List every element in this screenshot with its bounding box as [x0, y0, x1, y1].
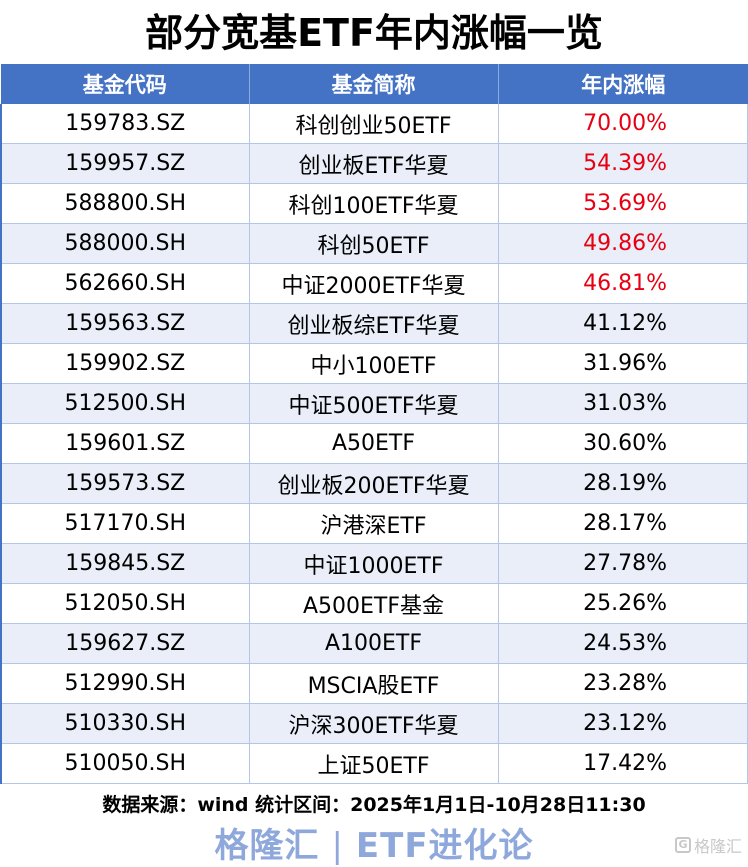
fund-name: 创业板ETF华夏: [249, 143, 499, 184]
fund-name: 中小100ETF: [249, 343, 499, 384]
fund-code: 510050.SH: [0, 743, 250, 784]
fund-name: 创业板综ETF华夏: [249, 303, 499, 344]
fund-code: 159957.SZ: [0, 143, 250, 184]
page-title: 部分宽基ETF年内涨幅一览: [145, 11, 603, 55]
table-row: 512500.SH 中证500ETF华夏 31.03%: [0, 383, 748, 424]
table-row: 510330.SH 沪深300ETF华夏 23.12%: [0, 703, 748, 744]
fund-name: MSCIA股ETF: [249, 663, 499, 704]
table-row: 159957.SZ 创业板ETF华夏 54.39%: [0, 143, 748, 184]
fund-code: 512990.SH: [0, 663, 250, 704]
ytd-return: 70.00%: [498, 104, 748, 144]
fund-code: 517170.SH: [0, 503, 250, 544]
watermark: G 格隆汇: [674, 833, 742, 857]
watermark-text: 格隆汇: [693, 837, 742, 856]
ytd-return: 31.96%: [498, 343, 748, 384]
ytd-return: 46.81%: [498, 263, 748, 304]
table-row: 159783.SZ 科创创业50ETF 70.00%: [0, 104, 748, 144]
fund-code: 159783.SZ: [0, 104, 250, 144]
header-fund-code: 基金代码: [1, 64, 250, 104]
table-row: 517170.SH 沪港深ETF 28.17%: [0, 503, 748, 544]
fund-name: 沪深300ETF华夏: [249, 703, 499, 744]
ytd-return: 17.42%: [498, 743, 748, 784]
brand-separator: |: [331, 826, 344, 866]
fund-code: 510330.SH: [0, 703, 250, 744]
table-row: 510050.SH 上证50ETF 17.42%: [0, 743, 748, 784]
fund-name: A500ETF基金: [249, 583, 499, 624]
table-row: 512990.SH MSCIA股ETF 23.28%: [0, 663, 748, 704]
table-row: 588800.SH 科创100ETF华夏 53.69%: [0, 183, 748, 224]
ytd-return: 31.03%: [498, 383, 748, 424]
table-row: 159845.SZ 中证1000ETF 27.78%: [0, 543, 748, 584]
table-row: 159902.SZ 中小100ETF 31.96%: [0, 343, 748, 384]
header-fund-name: 基金简称: [249, 64, 499, 104]
ytd-return: 49.86%: [498, 223, 748, 264]
table-row: 562660.SH 中证2000ETF华夏 46.81%: [0, 263, 748, 304]
ytd-return: 27.78%: [498, 543, 748, 584]
fund-code: 159627.SZ: [0, 623, 250, 664]
gelonghui-logo-icon: G: [674, 837, 691, 853]
ytd-return: 30.60%: [498, 423, 748, 464]
etf-ytd-table: 基金代码 基金简称 年内涨幅 159783.SZ 科创创业50ETF 70.00% …: [0, 64, 748, 784]
table-row: 159573.SZ 创业板200ETF华夏 28.19%: [0, 463, 748, 504]
fund-code: 588000.SH: [0, 223, 250, 264]
fund-name: 中证2000ETF华夏: [249, 263, 499, 304]
ytd-return: 28.17%: [498, 503, 748, 544]
brand-signature: 格隆汇 | ETF进化论: [0, 818, 748, 867]
fund-name: 沪港深ETF: [249, 503, 499, 544]
fund-code: 512050.SH: [0, 583, 250, 624]
table-header-row: 基金代码 基金简称 年内涨幅: [1, 64, 748, 104]
fund-name: 中证1000ETF: [249, 543, 499, 584]
table-row: 588000.SH 科创50ETF 49.86%: [0, 223, 748, 264]
table-row: 512050.SH A500ETF基金 25.26%: [0, 583, 748, 624]
column-name: ETF进化论: [355, 826, 534, 866]
fund-code: 562660.SH: [0, 263, 250, 304]
fund-code: 512500.SH: [0, 383, 250, 424]
fund-code: 159845.SZ: [0, 543, 250, 584]
data-source-note: 数据来源：wind 统计区间：2025年1月1日-10月28日11:30: [102, 794, 646, 816]
ytd-return: 28.19%: [498, 463, 748, 504]
fund-code: 159563.SZ: [0, 303, 250, 344]
fund-name: 科创50ETF: [249, 223, 499, 264]
fund-code: 588800.SH: [0, 183, 250, 224]
ytd-return: 23.12%: [498, 703, 748, 744]
ytd-return: 23.28%: [498, 663, 748, 704]
table-row: 159627.SZ A100ETF 24.53%: [0, 623, 748, 664]
fund-code: 159601.SZ: [0, 423, 250, 464]
brand-name: 格隆汇: [214, 826, 320, 866]
fund-name: 创业板200ETF华夏: [249, 463, 499, 504]
table-row: 159563.SZ 创业板综ETF华夏 41.12%: [0, 303, 748, 344]
fund-name: 科创创业50ETF: [249, 104, 499, 144]
fund-code: 159902.SZ: [0, 343, 250, 384]
ytd-return: 24.53%: [498, 623, 748, 664]
ytd-return: 53.69%: [498, 183, 748, 224]
fund-name: 上证50ETF: [249, 743, 499, 784]
fund-name: A100ETF: [249, 623, 499, 664]
ytd-return: 41.12%: [498, 303, 748, 344]
table-row: 159601.SZ A50ETF 30.60%: [0, 423, 748, 464]
fund-code: 159573.SZ: [0, 463, 250, 504]
fund-name: 中证500ETF华夏: [249, 383, 499, 424]
ytd-return: 54.39%: [498, 143, 748, 184]
fund-name: A50ETF: [249, 423, 499, 464]
fund-name: 科创100ETF华夏: [249, 183, 499, 224]
header-ytd-return: 年内涨幅: [498, 64, 748, 104]
ytd-return: 25.26%: [498, 583, 748, 624]
